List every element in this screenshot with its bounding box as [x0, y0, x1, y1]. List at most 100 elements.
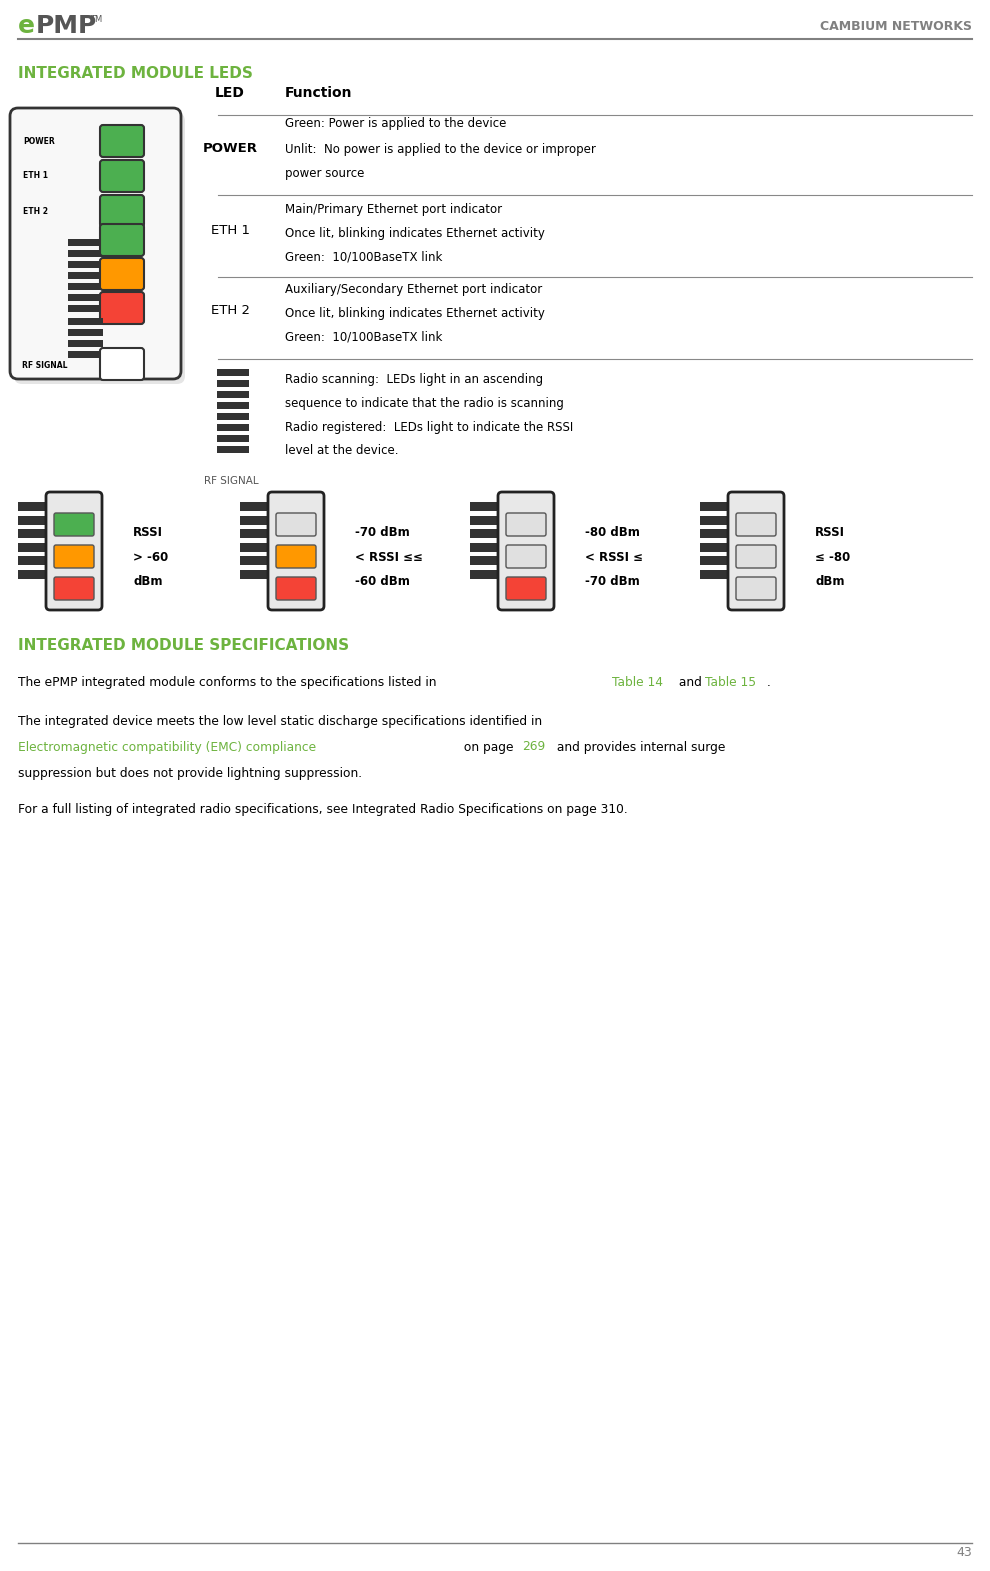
Text: sequence to indicate that the radio is scanning: sequence to indicate that the radio is s…	[285, 396, 564, 410]
Bar	[68, 250, 103, 258]
FancyBboxPatch shape	[14, 113, 185, 383]
Text: Green: Power is applied to the device: Green: Power is applied to the device	[285, 116, 506, 129]
FancyBboxPatch shape	[54, 514, 94, 536]
Bar	[18, 556, 46, 566]
Bar	[18, 515, 46, 525]
Bar	[470, 542, 498, 551]
Bar	[217, 369, 249, 375]
Text: ≤ -80: ≤ -80	[815, 550, 850, 564]
Text: Auxiliary/Secondary Ethernet port indicator: Auxiliary/Secondary Ethernet port indica…	[285, 283, 543, 295]
Text: > -60: > -60	[133, 550, 168, 564]
Text: Function: Function	[285, 86, 352, 101]
Bar	[18, 503, 46, 511]
FancyBboxPatch shape	[100, 195, 144, 226]
Text: PMP: PMP	[36, 14, 97, 38]
FancyBboxPatch shape	[100, 160, 144, 192]
Text: CAMBIUM NETWORKS: CAMBIUM NETWORKS	[820, 19, 972, 33]
Text: on page: on page	[460, 740, 518, 754]
FancyBboxPatch shape	[276, 577, 316, 600]
Bar	[700, 570, 728, 578]
Bar	[217, 424, 249, 430]
Text: Green:  10/100BaseTX link: Green: 10/100BaseTX link	[285, 330, 443, 344]
Text: Table 14: Table 14	[612, 677, 663, 690]
FancyBboxPatch shape	[268, 492, 324, 610]
Text: dBm: dBm	[815, 575, 844, 588]
FancyBboxPatch shape	[506, 577, 546, 600]
Bar	[470, 570, 498, 578]
Bar	[68, 350, 103, 358]
Text: ETH 2: ETH 2	[211, 305, 249, 317]
Text: ETH 2: ETH 2	[23, 206, 48, 215]
Bar	[470, 503, 498, 511]
FancyBboxPatch shape	[100, 225, 144, 256]
Bar	[470, 515, 498, 525]
Text: power source: power source	[285, 167, 364, 179]
Bar	[240, 503, 268, 511]
Text: Once lit, blinking indicates Ethernet activity: Once lit, blinking indicates Ethernet ac…	[285, 226, 544, 239]
FancyBboxPatch shape	[276, 514, 316, 536]
Bar	[217, 435, 249, 441]
Bar	[240, 570, 268, 578]
Bar	[68, 272, 103, 280]
Text: INTEGRATED MODULE SPECIFICATIONS: INTEGRATED MODULE SPECIFICATIONS	[18, 638, 349, 654]
FancyBboxPatch shape	[276, 545, 316, 569]
Bar	[700, 503, 728, 511]
Bar	[700, 515, 728, 525]
FancyBboxPatch shape	[736, 545, 776, 569]
Bar	[68, 305, 103, 313]
Text: ETH 1: ETH 1	[23, 171, 48, 181]
Bar	[217, 446, 249, 452]
Text: and: and	[675, 677, 706, 690]
FancyBboxPatch shape	[100, 292, 144, 324]
FancyBboxPatch shape	[100, 349, 144, 380]
Text: RSSI: RSSI	[133, 526, 163, 539]
Text: Radio scanning:  LEDs light in an ascending: Radio scanning: LEDs light in an ascendi…	[285, 372, 544, 385]
Text: e: e	[18, 14, 35, 38]
Text: For a full listing of integrated radio specifications, see Integrated Radio Spec: For a full listing of integrated radio s…	[18, 803, 628, 815]
Text: < RSSI ≤≤: < RSSI ≤≤	[355, 550, 423, 564]
Text: RF SIGNAL: RF SIGNAL	[22, 360, 67, 369]
Bar	[68, 239, 103, 247]
Text: 43: 43	[956, 1546, 972, 1560]
FancyBboxPatch shape	[728, 492, 784, 610]
Text: Unlit:  No power is applied to the device or improper: Unlit: No power is applied to the device…	[285, 143, 596, 156]
FancyBboxPatch shape	[100, 126, 144, 157]
Bar	[470, 556, 498, 566]
Bar	[217, 413, 249, 419]
Bar	[240, 515, 268, 525]
FancyBboxPatch shape	[736, 514, 776, 536]
Text: The integrated device meets the low level static discharge specifications identi: The integrated device meets the low leve…	[18, 715, 543, 727]
FancyBboxPatch shape	[54, 577, 94, 600]
Text: Radio registered:  LEDs light to indicate the RSSI: Radio registered: LEDs light to indicate…	[285, 421, 573, 434]
Bar	[68, 339, 103, 347]
Text: Green:  10/100BaseTX link: Green: 10/100BaseTX link	[285, 250, 443, 264]
Bar	[18, 529, 46, 537]
Text: 269: 269	[522, 740, 545, 754]
FancyBboxPatch shape	[506, 545, 546, 569]
Text: Table 15: Table 15	[705, 677, 756, 690]
Text: level at the device.: level at the device.	[285, 445, 399, 457]
Text: -70 dBm: -70 dBm	[585, 575, 640, 588]
FancyBboxPatch shape	[498, 492, 554, 610]
FancyBboxPatch shape	[736, 577, 776, 600]
FancyBboxPatch shape	[46, 492, 102, 610]
FancyBboxPatch shape	[100, 258, 144, 291]
Bar	[217, 391, 249, 397]
Text: < RSSI ≤: < RSSI ≤	[585, 550, 643, 564]
Text: ETH 1: ETH 1	[211, 225, 249, 237]
Bar	[18, 542, 46, 551]
Text: -60 dBm: -60 dBm	[355, 575, 410, 588]
Bar	[68, 317, 103, 325]
Text: -70 dBm: -70 dBm	[355, 526, 410, 539]
Bar	[68, 261, 103, 269]
Text: RSSI: RSSI	[815, 526, 845, 539]
Text: dBm: dBm	[133, 575, 162, 588]
Bar	[68, 283, 103, 291]
Text: POWER: POWER	[203, 143, 257, 156]
Bar	[240, 529, 268, 537]
Text: Once lit, blinking indicates Ethernet activity: Once lit, blinking indicates Ethernet ac…	[285, 306, 544, 319]
Bar	[470, 529, 498, 537]
Bar	[240, 542, 268, 551]
Bar	[240, 556, 268, 566]
Text: .: .	[767, 677, 771, 690]
